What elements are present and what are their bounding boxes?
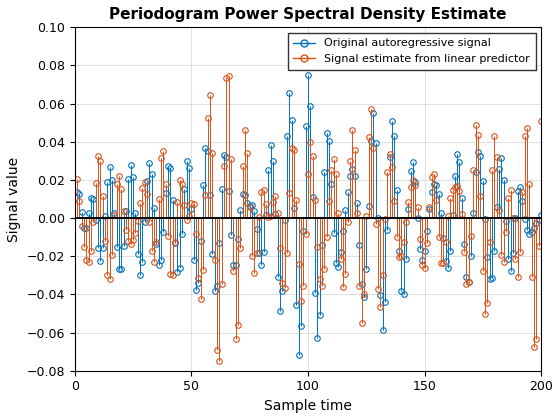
Legend: Original autoregressive signal, Signal estimate from linear predictor: Original autoregressive signal, Signal e… — [288, 33, 535, 69]
Title: Periodogram Power Spectral Density Estimate: Periodogram Power Spectral Density Estim… — [109, 7, 507, 22]
Y-axis label: Signal value: Signal value — [7, 157, 21, 241]
X-axis label: Sample time: Sample time — [264, 399, 352, 413]
